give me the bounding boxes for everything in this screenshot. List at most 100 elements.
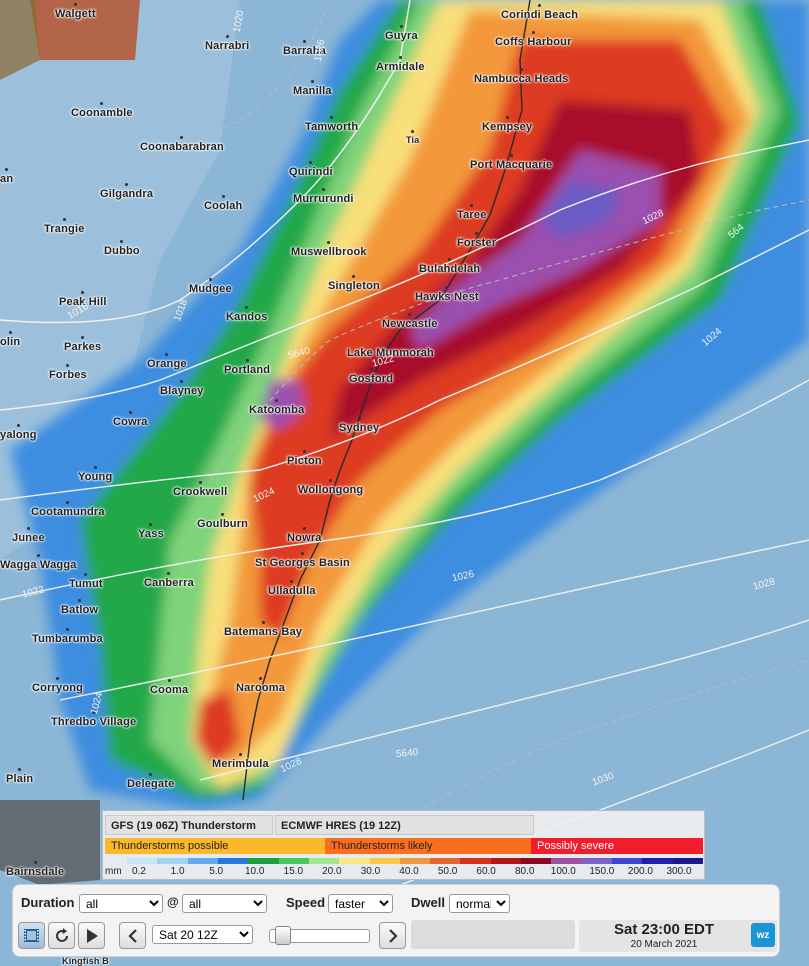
loop-icon [55, 927, 68, 942]
place-label: Nowra [287, 527, 322, 544]
scale-swatch [672, 858, 703, 864]
place-label: Cooma [150, 679, 189, 696]
place-label: Batemans Bay [224, 621, 303, 638]
place-label: Goulburn [197, 513, 249, 530]
risk-likely: Thunderstorms likely [325, 838, 531, 854]
scale-swatch [248, 858, 279, 864]
speed-select[interactable]: faster [328, 894, 393, 913]
loop-button[interactable] [48, 922, 75, 949]
place-label: Muswellbrook [291, 241, 367, 258]
place-label: Trangie [44, 218, 85, 235]
place-label: Katoomba [249, 399, 305, 416]
place-label: Coonabarabran [140, 136, 224, 153]
film-button[interactable] [18, 922, 45, 949]
scale-tick-label: 80.0 [514, 866, 535, 877]
place-label: Canberra [144, 572, 194, 589]
time-main: Sat 23:00 EDT [613, 921, 715, 938]
place-label: Merimbula [212, 753, 269, 770]
place-label: Coolah [204, 195, 243, 212]
place-label: Sydney [339, 417, 380, 434]
place-label: Tumut [69, 573, 103, 590]
scale-swatch [157, 858, 188, 864]
scale-swatch [278, 858, 309, 864]
scale-tick-label: 5.0 [209, 866, 224, 877]
scale-tick-label: 30.0 [360, 866, 381, 877]
place-label: Hawks Nest [415, 286, 479, 303]
scale-swatch [460, 858, 491, 864]
scale-swatch [339, 858, 370, 864]
place-label: Quirindi [289, 161, 333, 178]
chevron-right-icon [388, 928, 398, 943]
duration-select[interactable]: all [79, 894, 163, 913]
legend-unit: mm [105, 866, 122, 877]
wz-logo[interactable]: wz [751, 923, 775, 947]
place-label: Port Macquarie [470, 154, 553, 171]
place-label: Yass [138, 523, 164, 540]
place-label: Cootamundra [31, 501, 105, 518]
place-label: Ulladulla [268, 580, 316, 597]
at-select[interactable]: all [182, 894, 267, 913]
place-label: Narrabri [205, 35, 250, 52]
place-label: Parkes [64, 336, 102, 353]
place-label: olin [0, 331, 21, 348]
scale-swatch [127, 858, 158, 864]
status-box [411, 920, 575, 949]
risk-possible: Thunderstorms possible [105, 838, 325, 854]
step-back-button[interactable] [119, 922, 146, 949]
step-forward-button[interactable] [379, 922, 406, 949]
place-label: Wagga Wagga [0, 554, 77, 571]
scale-tick-label: 200.0 [627, 866, 653, 877]
place-label: Blayney [160, 380, 204, 397]
place-label: Corindi Beach [501, 4, 579, 21]
place-label: Taree [457, 204, 487, 221]
place-label: Newcastle [382, 313, 438, 330]
place-label: Delegate [127, 773, 175, 790]
scale-tick-label: 15.0 [283, 866, 304, 877]
time-slider-thumb[interactable] [275, 926, 291, 945]
place-label: Dubbo [104, 240, 140, 257]
animation-control-panel: Duration all @ all Speed faster Dwell no… [12, 884, 780, 957]
scale-tick-label: 60.0 [476, 866, 496, 877]
scale-tick-label: 0.2 [132, 866, 146, 877]
scale-tick-label: 150.0 [589, 866, 615, 877]
place-label: Bulahdelah [419, 258, 481, 275]
place-label: Coffs Harbour [495, 31, 572, 48]
duration-label: Duration [21, 895, 75, 910]
scale-swatch [399, 858, 431, 864]
scale-tick-label: 1.0 [170, 866, 185, 877]
place-label: St Georges Basin [255, 552, 350, 569]
place-label: Young [78, 466, 113, 483]
legend-tab-precip[interactable]: ECMWF HRES (19 12Z) MSLP/Thickness/Preci… [275, 815, 534, 852]
scale-swatch [217, 858, 249, 864]
place-label: Kempsey [482, 116, 533, 133]
scale-swatch [490, 858, 522, 864]
place-label: Mudgee [189, 278, 232, 295]
place-label: Orange [147, 353, 187, 370]
place-label: Coonamble [71, 102, 133, 119]
place-label: Picton [287, 450, 322, 467]
place-label: Bairnsdale [6, 861, 65, 878]
place-label: Gosford [349, 368, 394, 385]
scale-swatch [612, 858, 643, 864]
place-label: Batlow [61, 599, 99, 616]
place-label: Manilla [293, 80, 332, 97]
timestep-select[interactable]: Sat 20 12Z [152, 925, 253, 944]
place-label: Cowra [113, 411, 148, 428]
place-label: Forbes [49, 364, 87, 381]
dwell-select[interactable]: normal [449, 894, 510, 913]
scale-swatch [551, 858, 582, 864]
legend-tab-thunderstorm[interactable]: GFS (19 06Z) Thunderstorm Risk [105, 815, 273, 852]
place-label: Murrurundi [293, 188, 354, 205]
play-button[interactable] [78, 922, 105, 949]
map-legend: GFS (19 06Z) Thunderstorm Risk ECMWF HRE… [102, 810, 705, 880]
place-label: Tumbarumba [32, 628, 103, 645]
speed-label: Speed [286, 895, 326, 910]
place-label: Armidale [376, 56, 425, 73]
scale-swatch [430, 858, 461, 864]
time-slider-track[interactable] [269, 929, 370, 943]
time-display: Sat 23:00 EDT 20 March 2021 wz [579, 920, 777, 952]
scale-tick-label: 50.0 [437, 866, 458, 877]
film-icon [24, 929, 39, 942]
scale-swatch [581, 858, 612, 864]
scale-swatch [369, 858, 400, 864]
